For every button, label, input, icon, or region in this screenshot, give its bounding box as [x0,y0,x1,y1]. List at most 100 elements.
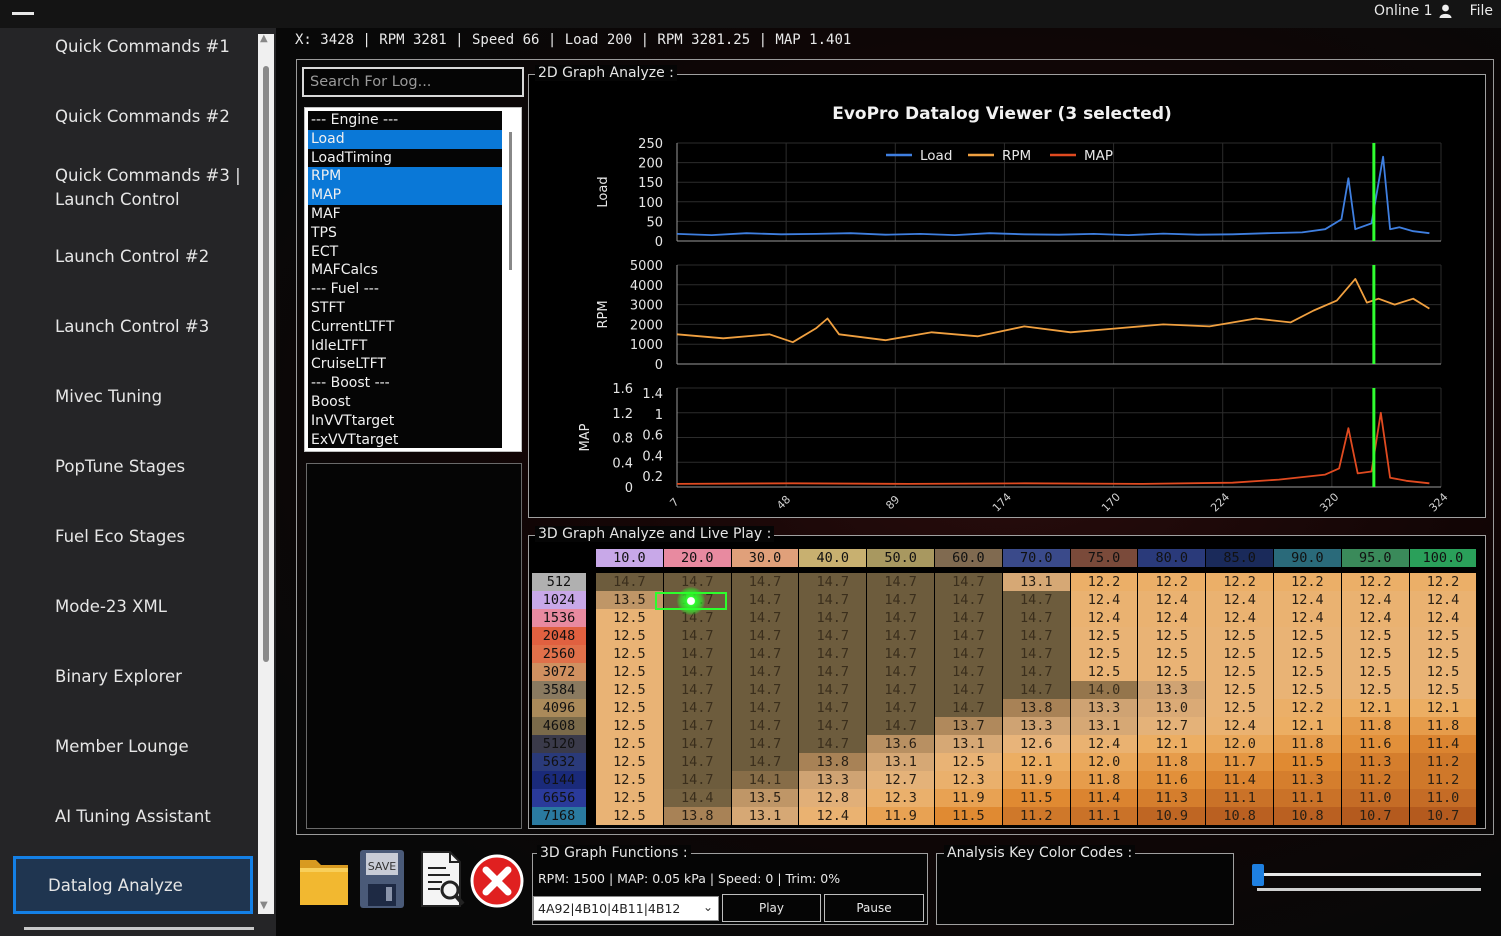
table-column-header[interactable]: 40.0 [799,549,867,567]
table-cell[interactable]: 13.5 [596,591,663,609]
table-cell[interactable]: 11.3 [1341,753,1409,771]
table-cell[interactable]: 11.6 [1341,735,1409,753]
table-cell[interactable]: 12.1 [1274,717,1341,735]
open-folder-button[interactable] [298,848,350,910]
datalog-chart[interactable]: EvoPro Datalog Viewer (3 selected)050100… [529,80,1485,516]
table-cell[interactable]: 12.5 [596,627,663,645]
table-row-header[interactable]: 5632 [532,753,586,771]
log-list-item[interactable]: CurrentLTFT [311,318,395,335]
table-cell[interactable]: 12.1 [1002,753,1070,771]
table-cell[interactable]: 14.7 [799,663,867,681]
sidebar-item-mivec-tuning[interactable]: Mivec Tuning [55,387,163,406]
table-cell[interactable]: 11.9 [867,807,934,825]
table-cell[interactable]: 12.5 [596,735,663,753]
log-list-item[interactable]: RPM [308,167,502,187]
table-cell[interactable]: 11.8 [1409,717,1477,735]
table-cell[interactable]: 14.7 [799,699,867,717]
table-cell[interactable]: 12.5 [1409,645,1477,663]
table-cell[interactable]: 12.1 [1138,735,1206,753]
table-cell[interactable]: 14.7 [935,663,1002,681]
table-cell[interactable]: 11.4 [1409,735,1477,753]
table-cell[interactable]: 13.3 [1138,681,1206,699]
table-cell[interactable]: 14.7 [731,573,799,591]
table-cell[interactable]: 12.4 [1138,591,1206,609]
table-cell[interactable]: 14.7 [663,681,731,699]
table-cell[interactable]: 14.7 [799,609,867,627]
playback-slider-track[interactable] [1255,873,1481,876]
table-row-header[interactable]: 5120 [532,735,586,753]
menu-icon[interactable] [12,12,34,15]
table-cell[interactable]: 14.7 [1002,609,1070,627]
log-list-item[interactable]: MAF [311,205,341,222]
table-cell[interactable]: 13.8 [663,807,731,825]
ecu-select[interactable]: 4A92|4B10|4B11|4B12 ⌄ [533,896,719,921]
table-cell[interactable]: 13.1 [1002,573,1070,591]
table-row-header[interactable]: 4608 [532,717,586,735]
log-list[interactable]: --- Engine --- Load LoadTiming RPM MAP MAF TPS… [304,107,522,452]
table-cell[interactable]: 14.7 [663,699,731,717]
log-list-item[interactable]: TPS [311,224,337,241]
scroll-down-icon[interactable]: ▼ [260,900,268,911]
table-cell[interactable]: 12.4 [1409,591,1477,609]
table-cell[interactable]: 12.5 [596,699,663,717]
table-cell[interactable]: 11.2 [1409,771,1477,789]
table-cell[interactable]: 14.7 [867,681,934,699]
table-cell[interactable]: 14.7 [663,735,731,753]
table-cell[interactable]: 12.5 [1341,681,1409,699]
table-cell[interactable]: 11.8 [1070,771,1138,789]
table-cell[interactable]: 12.4 [1138,609,1206,627]
table-cell[interactable]: 11.5 [935,807,1002,825]
table-cell[interactable]: 11.8 [1138,753,1206,771]
table-cell[interactable]: 14.7 [1002,663,1070,681]
table-cell[interactable]: 13.1 [1070,717,1138,735]
table-cell[interactable]: 14.7 [799,627,867,645]
table-cell[interactable]: 12.5 [1070,645,1138,663]
table-cell[interactable]: 12.5 [1274,681,1341,699]
table-cell[interactable]: 14.7 [867,699,934,717]
table-cell[interactable]: 12.7 [867,771,934,789]
table-cell[interactable]: 14.7 [935,645,1002,663]
table-row-header[interactable]: 3072 [532,663,586,681]
table-cell[interactable]: 12.5 [596,753,663,771]
table-cell[interactable]: 12.2 [1274,573,1341,591]
table-cell[interactable]: 11.1 [1070,807,1138,825]
table-cell[interactable]: 12.1 [1409,699,1477,717]
table-cell[interactable]: 12.4 [1206,591,1273,609]
table-cell[interactable]: 14.7 [731,591,799,609]
log-list-item[interactable]: LoadTiming [311,149,392,166]
sidebar-scroll-thumb[interactable] [263,66,269,662]
table-cell[interactable]: 14.7 [1002,591,1070,609]
table-cell[interactable]: 14.7 [867,627,934,645]
table-column-header[interactable]: 50.0 [867,549,934,567]
table-cell[interactable]: 12.0 [1206,735,1273,753]
table-cell[interactable]: 12.5 [596,789,663,807]
table-cell[interactable]: 12.4 [1274,591,1341,609]
table-cell[interactable]: 14.4 [663,789,731,807]
sidebar-item-fuel-eco-stages[interactable]: Fuel Eco Stages [55,527,186,546]
table-cell[interactable]: 14.7 [799,681,867,699]
table-column-header[interactable]: 90.0 [1274,549,1341,567]
table-cell[interactable]: 14.7 [867,645,934,663]
save-log-button[interactable]: SAVE [358,848,410,910]
table-cell[interactable]: 12.4 [1070,735,1138,753]
table-cell[interactable]: 12.5 [1206,645,1273,663]
sidebar-item-quick-commands-1[interactable]: Quick Commands #1 [55,37,230,56]
table-column-header[interactable]: 10.0 [596,549,663,567]
table-cell[interactable]: 12.5 [1274,645,1341,663]
log-list-item[interactable]: Boost [311,393,351,410]
table-cell[interactable]: 12.5 [596,663,663,681]
table-cell[interactable]: 12.7 [1138,717,1206,735]
table-cell[interactable]: 14.7 [799,717,867,735]
log-search-input[interactable]: Search For Log... [302,67,524,97]
table-cell[interactable]: 11.9 [1002,771,1070,789]
table-row-header[interactable]: 6656 [532,789,586,807]
online-status[interactable]: Online 1 [1374,3,1452,19]
log-list-item[interactable]: --- Fuel --- [311,281,379,298]
scroll-up-icon[interactable]: ▲ [260,33,268,44]
log-list-item[interactable]: --- Boost --- [311,375,390,392]
table-cell[interactable]: 13.1 [731,807,799,825]
table-cell[interactable]: 13.8 [799,753,867,771]
table-cell[interactable]: 11.4 [1070,789,1138,807]
table-cell[interactable]: 14.7 [663,573,731,591]
table-cell[interactable]: 14.7 [596,573,663,591]
